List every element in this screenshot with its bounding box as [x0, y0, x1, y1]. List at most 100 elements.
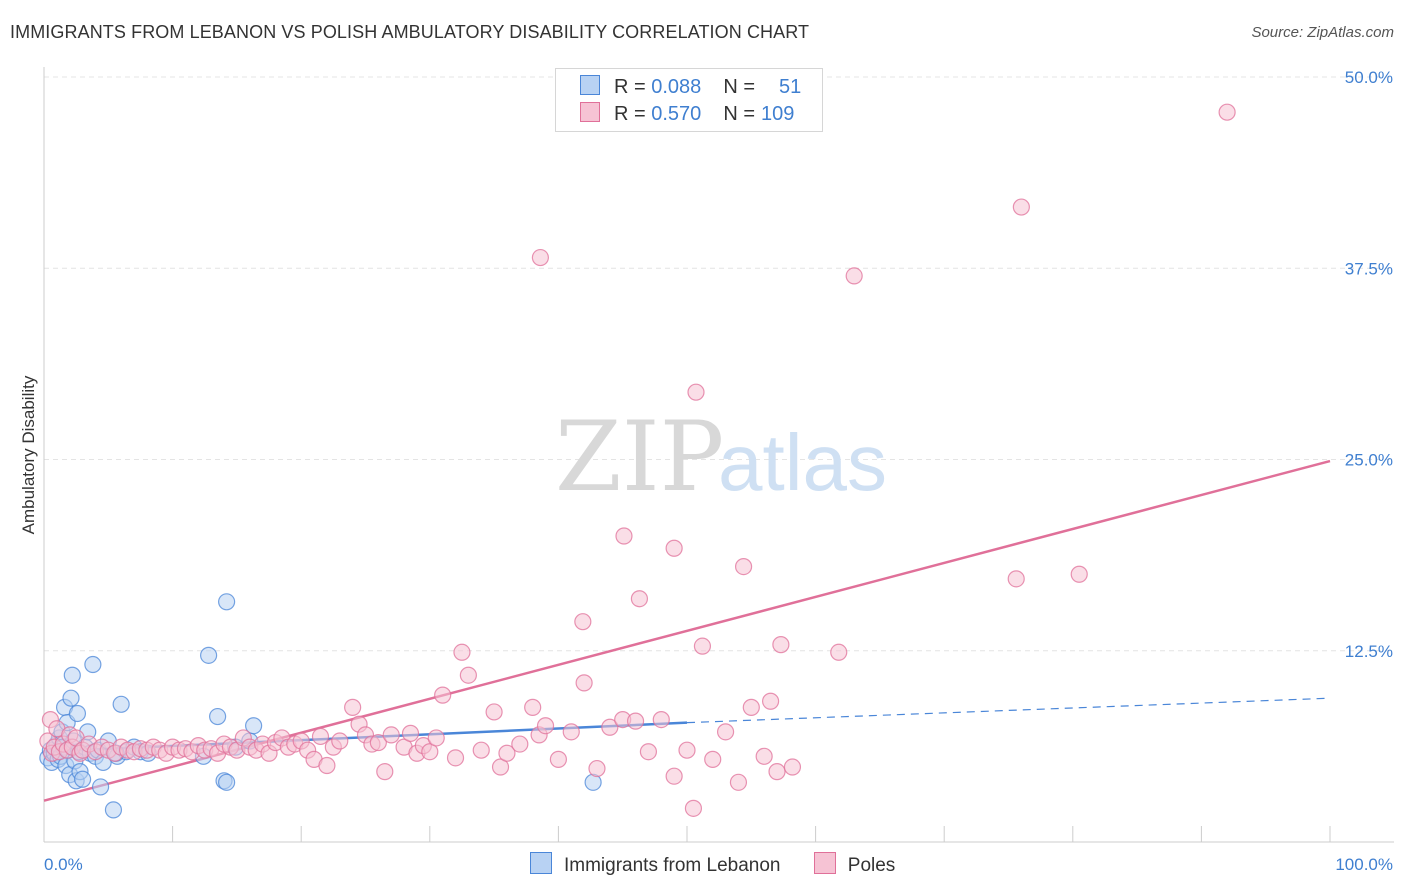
point-lebanon [245, 717, 263, 735]
point-poles [376, 763, 394, 781]
point-poles [601, 718, 619, 736]
watermark-zip: ZIP [555, 401, 724, 513]
legend-row-lebanon: R = 0.088 N = 51 [580, 75, 801, 101]
point-poles [652, 710, 670, 729]
point-poles [729, 773, 748, 791]
tick-labels: 12.5% 25.0% 37.5% 50.0% 0.0% 100.0% [44, 68, 1393, 874]
legend-swatch-pink [813, 852, 836, 874]
series-legend: Immigrants from Lebanon Poles [530, 852, 923, 877]
point-poles [434, 686, 452, 704]
point-poles [1007, 570, 1025, 588]
point-poles [684, 799, 703, 817]
point-poles [783, 758, 802, 776]
point-lebanon [218, 593, 236, 611]
point-poles [511, 735, 529, 753]
point-poles [761, 692, 780, 710]
legend-swatch-blue [530, 852, 552, 874]
point-poles [421, 743, 439, 761]
data-points [39, 103, 1236, 819]
legend-r-value: 0.570 [651, 103, 702, 125]
point-poles [588, 759, 606, 778]
point-poles [716, 723, 735, 741]
chart-title: IMMIGRANTS FROM LEBANON VS POLISH AMBULA… [10, 22, 810, 42]
legend-row-poles: R = 0.570 N = 109 [580, 102, 794, 128]
point-poles [665, 539, 683, 557]
point-lebanon [63, 666, 81, 684]
legend-n-value: 109 [761, 103, 795, 125]
legend-label-poles: Poles [847, 855, 896, 876]
point-poles [772, 636, 790, 654]
point-lebanon [218, 773, 236, 791]
point-poles [427, 729, 445, 747]
point-poles [318, 756, 336, 775]
point-lebanon [104, 801, 123, 819]
x-tick-label: 100.0% [1335, 855, 1393, 874]
point-poles [768, 763, 786, 781]
point-poles [1070, 565, 1088, 583]
source-credit: Source: ZipAtlas.com [1251, 24, 1394, 41]
point-poles [382, 726, 400, 744]
point-lebanon [73, 770, 92, 788]
point-poles [401, 724, 420, 742]
y-tick-label: 50.0% [1345, 68, 1393, 87]
legend-r-label: R = [614, 76, 646, 98]
legend-swatch-blue [580, 75, 600, 95]
point-poles [498, 744, 516, 762]
point-poles [549, 750, 568, 768]
axes [43, 67, 1394, 843]
point-poles [311, 727, 330, 746]
point-poles [1218, 103, 1236, 121]
point-poles [678, 741, 696, 759]
point-poles [485, 703, 503, 721]
point-poles [575, 674, 593, 692]
point-poles [472, 741, 490, 759]
y-axis-title: Ambulatory Disability [19, 375, 38, 534]
trend-line-lebanon-extension [686, 697, 1331, 724]
point-poles [524, 698, 542, 716]
point-poles [446, 749, 465, 767]
point-poles [536, 717, 555, 735]
point-poles [639, 743, 658, 761]
point-lebanon [84, 655, 102, 674]
x-tick-label: 0.0% [44, 855, 83, 874]
point-poles [562, 723, 580, 741]
point-poles [742, 698, 760, 716]
legend-n-label: N = [723, 76, 755, 98]
point-poles [574, 613, 592, 631]
legend-label-lebanon: Immigrants from Lebanon [564, 855, 781, 876]
point-poles [693, 637, 712, 655]
point-poles [331, 732, 349, 750]
gridlines [44, 76, 1390, 652]
legend-r-value: 0.088 [651, 76, 702, 98]
watermark: ZIP atlas [555, 401, 887, 513]
y-tick-label: 12.5% [1345, 642, 1393, 661]
point-poles [755, 747, 773, 765]
legend-n-label: N = [723, 103, 755, 125]
y-tick-label: 25.0% [1345, 451, 1393, 470]
correlation-legend: R = 0.088 N = 51 R = 0.570 N = 109 [555, 68, 823, 132]
point-lebanon [200, 646, 218, 664]
point-poles [344, 698, 362, 716]
point-poles [630, 590, 649, 608]
point-poles [531, 248, 549, 267]
point-poles [491, 758, 510, 776]
watermark-atlas: atlas [718, 418, 887, 507]
point-poles [734, 557, 753, 576]
legend-n-value: 51 [779, 76, 802, 98]
point-poles [369, 733, 387, 752]
point-poles [459, 666, 477, 684]
point-lebanon [209, 707, 227, 726]
point-poles [845, 267, 863, 285]
point-poles [665, 767, 683, 785]
point-lebanon [112, 695, 130, 713]
point-poles [453, 643, 471, 661]
point-poles [626, 712, 645, 730]
point-lebanon [62, 689, 80, 707]
point-poles [687, 383, 705, 401]
legend-r-label: R = [614, 103, 646, 125]
point-lebanon [68, 704, 87, 723]
point-lebanon [91, 778, 110, 796]
legend-item-lebanon: Immigrants from Lebanon [530, 852, 781, 877]
point-poles [830, 643, 848, 661]
